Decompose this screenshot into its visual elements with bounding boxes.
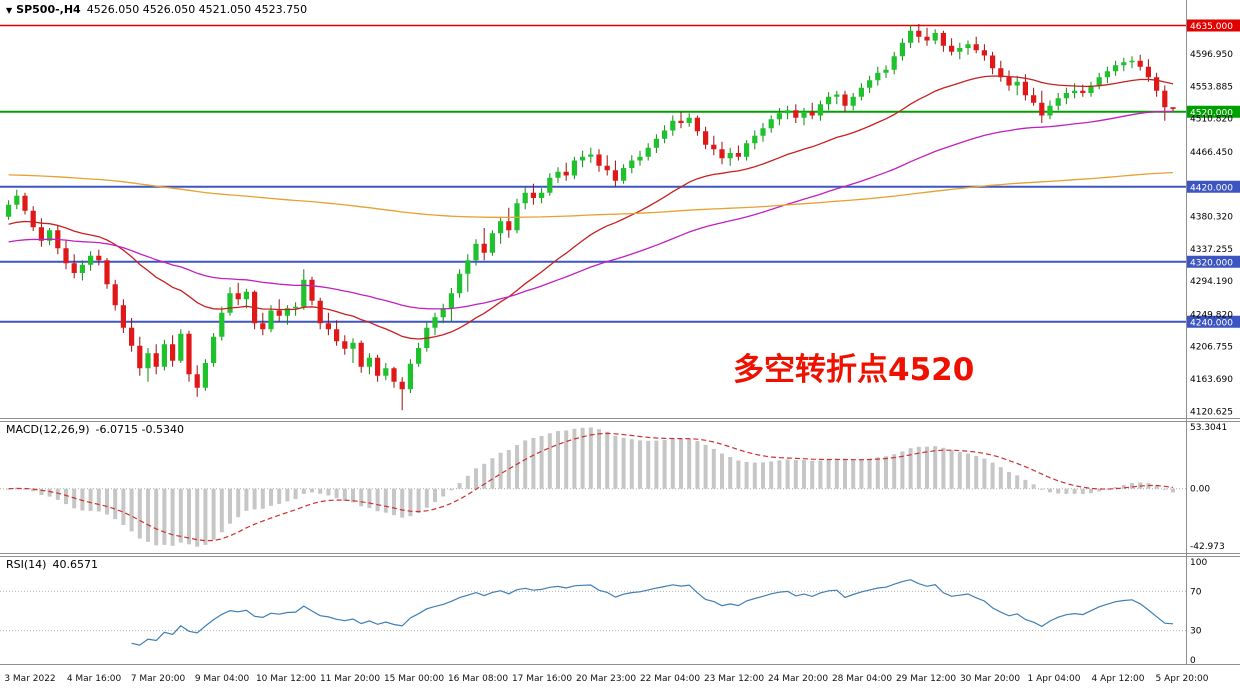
svg-text:-42.973: -42.973 [1190,542,1225,552]
time-axis-labels: 3 Mar 2022 4 Mar 16:00 7 Mar 20:00 9 Mar 04… [4,674,1208,684]
macd-panel: 53.3041 0.00 -42.973 [0,423,1227,552]
svg-text:4520.000: 4520.000 [1190,108,1233,118]
rsi-indicator-label: RSI(14) 40.6571 [6,558,104,571]
svg-text:16 Mar 08:00: 16 Mar 08:00 [448,674,508,684]
chart-annotation-text: 多空转折点4520 [733,352,975,388]
panel-separators [0,0,1240,665]
rsi-current-value: 40.6571 [52,558,98,571]
symbol-period-label: SP500-,H4 [16,3,81,16]
svg-text:30 Mar 20:00: 30 Mar 20:00 [960,674,1020,684]
macd-current-values: -6.0715 -0.5340 [95,423,184,436]
price-line-tags: 4635.000 4520.000 4420.000 4320.000 4240.000 [1187,19,1240,328]
svg-text:7 Mar 20:00: 7 Mar 20:00 [131,674,186,684]
svg-text:4294.190: 4294.190 [1190,277,1233,287]
svg-text:70: 70 [1190,587,1202,597]
svg-text:20 Mar 23:00: 20 Mar 23:00 [576,674,636,684]
svg-text:23 Mar 12:00: 23 Mar 12:00 [704,674,764,684]
svg-text:24 Mar 20:00: 24 Mar 20:00 [768,674,828,684]
svg-text:4163.690: 4163.690 [1190,375,1233,385]
macd-indicator-label: MACD(12,26,9) -6.0715 -0.5340 [6,423,190,436]
svg-text:4206.755: 4206.755 [1190,343,1233,353]
svg-text:4466.450: 4466.450 [1190,148,1233,158]
svg-text:4337.255: 4337.255 [1190,245,1233,255]
svg-text:11 Mar 20:00: 11 Mar 20:00 [320,674,380,684]
ohlc-values: 4526.050 4526.050 4521.050 4523.750 [86,3,308,16]
svg-text:4380.320: 4380.320 [1190,213,1233,223]
rsi-panel: 100 70 30 0 [0,558,1207,666]
svg-text:0.00: 0.00 [1190,485,1210,495]
svg-text:4420.000: 4420.000 [1190,183,1233,193]
svg-text:4 Apr 12:00: 4 Apr 12:00 [1092,674,1145,684]
candles-layer [6,24,1176,411]
macd-signal-line [8,432,1174,542]
svg-text:0: 0 [1190,656,1196,666]
svg-text:4320.000: 4320.000 [1190,258,1233,268]
symbol-dropdown-icon[interactable]: ▼ [6,6,13,15]
svg-text:4510.820: 4510.820 [1190,115,1233,125]
svg-text:4120.625: 4120.625 [1190,407,1233,417]
rsi-line [131,579,1174,646]
svg-text:10 Mar 12:00: 10 Mar 12:00 [256,674,316,684]
svg-text:17 Mar 16:00: 17 Mar 16:00 [512,674,572,684]
rsi-name: RSI(14) [6,558,47,571]
svg-text:5 Apr 20:00: 5 Apr 20:00 [1156,674,1209,684]
svg-text:1 Apr 04:00: 1 Apr 04:00 [1028,674,1081,684]
svg-text:4553.885: 4553.885 [1190,82,1233,92]
svg-text:28 Mar 04:00: 28 Mar 04:00 [832,674,892,684]
svg-text:3 Mar 2022: 3 Mar 2022 [4,674,55,684]
moving-average-lines [8,75,1174,340]
svg-text:15 Mar 00:00: 15 Mar 00:00 [384,674,444,684]
horizontal-level-lines [0,24,1186,323]
macd-name: MACD(12,26,9) [6,423,90,436]
svg-text:4249.820: 4249.820 [1190,310,1233,320]
svg-text:4596.950: 4596.950 [1190,50,1233,60]
chart-title-bar: ▼ SP500-,H4 4526.050 4526.050 4521.050 452… [6,3,307,16]
svg-text:22 Mar 04:00: 22 Mar 04:00 [640,674,700,684]
svg-text:29 Mar 12:00: 29 Mar 12:00 [896,674,956,684]
ma-fast [8,75,1174,340]
svg-text:30: 30 [1190,627,1202,637]
price-axis-labels: 4596.950 4553.885 4510.820 4466.450 4380.320… [1190,50,1233,417]
svg-text:9 Mar 04:00: 9 Mar 04:00 [195,674,250,684]
svg-text:100: 100 [1190,558,1207,568]
ma-mid [8,110,1174,310]
svg-text:4240.000: 4240.000 [1190,318,1233,328]
ma-slow [8,171,1174,219]
svg-text:4 Mar 16:00: 4 Mar 16:00 [67,674,122,684]
svg-text:53.3041: 53.3041 [1190,423,1227,433]
svg-text:4635.000: 4635.000 [1190,22,1233,32]
